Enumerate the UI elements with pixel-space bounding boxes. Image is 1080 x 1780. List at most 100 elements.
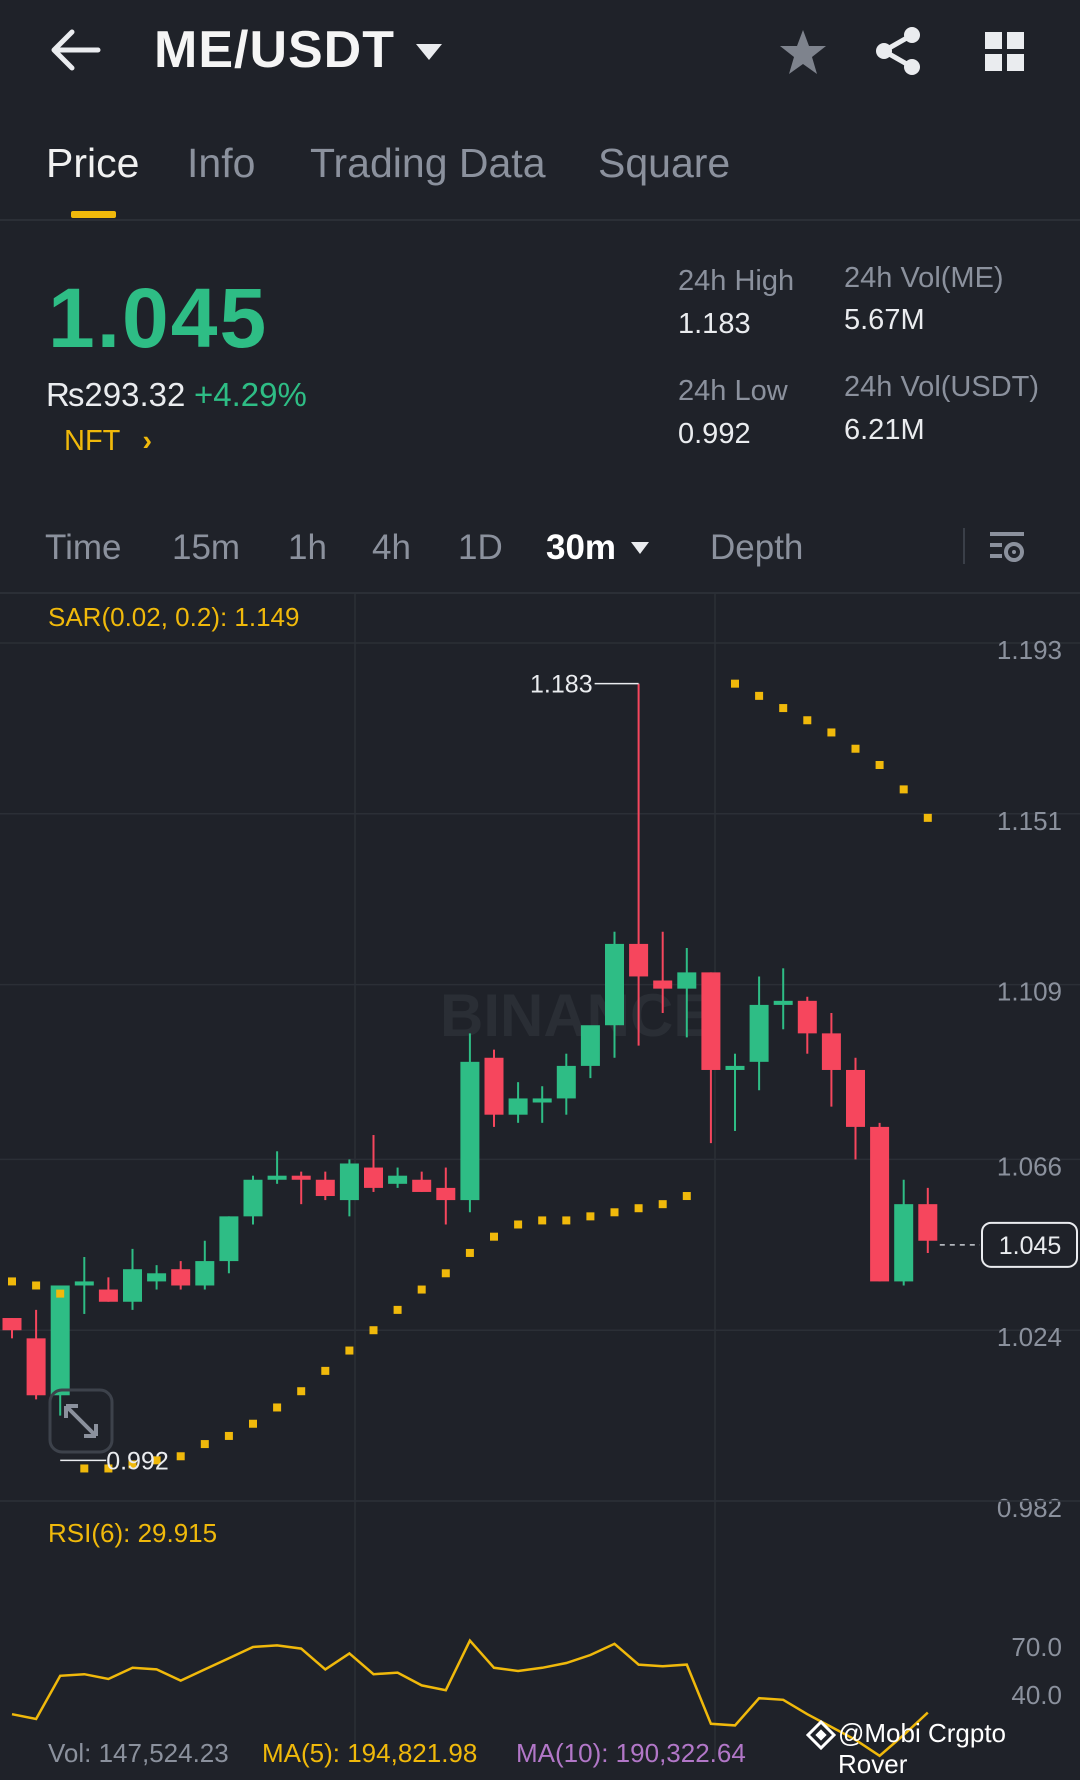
settings-separator xyxy=(963,528,965,564)
candle-body xyxy=(195,1261,215,1286)
pair-title[interactable]: ME/USDT xyxy=(154,21,395,79)
candle-body xyxy=(243,1179,263,1217)
candle-body xyxy=(797,1000,817,1034)
vol-me-label: 24h Vol(ME) xyxy=(844,262,1004,294)
sar-dot xyxy=(803,716,812,725)
candle-body xyxy=(460,1061,480,1201)
candle-body xyxy=(918,1204,938,1241)
chevron-right-icon: › xyxy=(142,425,153,457)
candle-body xyxy=(74,1281,94,1286)
sar-dot xyxy=(249,1419,257,1428)
nft-tag[interactable]: NFT › xyxy=(64,425,152,458)
low-label: 24h Low xyxy=(678,375,788,407)
sar-dot xyxy=(899,785,908,794)
candle-body xyxy=(98,1289,118,1302)
interval-depth[interactable]: Depth xyxy=(710,528,804,567)
interval-1d[interactable]: 1D xyxy=(458,528,503,567)
sar-dot xyxy=(8,1277,16,1286)
caret-down-icon[interactable] xyxy=(414,42,444,62)
sar-dot xyxy=(923,813,932,822)
sar-dot xyxy=(634,1204,643,1213)
tabs-divider xyxy=(0,219,1080,221)
high-label: 24h High xyxy=(678,265,795,297)
share-icon[interactable] xyxy=(874,26,924,76)
sar-dot xyxy=(441,1269,450,1278)
ma10-label: MA(10): 190,322.64 xyxy=(516,1738,746,1768)
y-tick-label: 1.109 xyxy=(997,977,1062,1007)
vol-usdt-value: 6.21M xyxy=(844,414,925,446)
sar-dot xyxy=(224,1431,233,1440)
price-change: +4.29% xyxy=(194,376,307,413)
candle-body xyxy=(580,1025,600,1066)
sar-dot xyxy=(538,1216,547,1225)
candle-body xyxy=(291,1175,311,1180)
interval-caret-icon xyxy=(631,542,649,554)
candle-body xyxy=(532,1098,552,1103)
expand-icon[interactable] xyxy=(48,1388,114,1454)
candle-body xyxy=(701,972,721,1070)
chart-settings-icon[interactable] xyxy=(988,528,1028,568)
current-price-tag xyxy=(981,1221,1078,1268)
interval-1h[interactable]: 1h xyxy=(288,528,327,567)
binance-watermark: BINANCE xyxy=(440,982,713,1049)
sar-dot xyxy=(610,1208,619,1217)
y-tick-label: 1.024 xyxy=(997,1322,1062,1352)
grid-icon[interactable] xyxy=(983,30,1027,74)
candle-body xyxy=(364,1167,383,1188)
interval-30m[interactable]: 30m xyxy=(546,528,617,567)
sar-dot xyxy=(514,1220,523,1229)
candle-body xyxy=(773,1000,793,1005)
sar-dot xyxy=(56,1289,65,1298)
interval-divider xyxy=(0,592,1080,594)
rsi-tick-label: 70.0 xyxy=(1011,1632,1062,1662)
candle-body xyxy=(629,943,649,977)
candle-body xyxy=(484,1057,504,1115)
candle-body xyxy=(412,1179,432,1192)
high-annotation: 1.183 xyxy=(530,671,593,699)
candlestick-chart[interactable]: 1.193 1.151 1.109 1.066 1.024 0.982 BINANCE 1.1… xyxy=(0,594,1080,1759)
sar-indicator-label: SAR(0.02, 0.2): 1.149 xyxy=(48,602,300,632)
candle-body xyxy=(2,1318,22,1331)
sar-dot xyxy=(658,1200,667,1209)
tab-price[interactable]: Price xyxy=(46,140,140,186)
candle-body xyxy=(315,1179,335,1197)
tab-active-indicator xyxy=(71,211,116,218)
y-tick-label: 0.982 xyxy=(997,1493,1062,1523)
candle-body xyxy=(821,1033,841,1070)
sar-dot xyxy=(562,1216,571,1225)
vol-label: Vol: 147,524.23 xyxy=(48,1738,229,1768)
sar-dot xyxy=(875,760,884,769)
star-icon[interactable] xyxy=(778,28,828,76)
sar-dot xyxy=(200,1440,209,1449)
sar-dot xyxy=(586,1212,595,1221)
sar-dot xyxy=(345,1346,354,1355)
sar-dot xyxy=(128,1460,137,1469)
candle-body xyxy=(508,1098,528,1115)
sar-dot xyxy=(104,1464,113,1473)
candle-body xyxy=(436,1187,456,1201)
tab-info[interactable]: Info xyxy=(187,140,256,186)
sar-dot xyxy=(297,1387,306,1396)
sar-dot xyxy=(321,1366,330,1375)
sar-dot xyxy=(851,744,860,753)
sar-dot xyxy=(465,1248,474,1257)
interval-4h[interactable]: 4h xyxy=(372,528,411,567)
y-tick-label: 1.151 xyxy=(997,806,1062,836)
back-arrow-icon[interactable] xyxy=(50,28,102,72)
watermark: @Mobi Crgpto Rover xyxy=(838,1718,1007,1779)
candle-body xyxy=(556,1065,576,1099)
sar-dot xyxy=(417,1285,426,1294)
interval-15m[interactable]: 15m xyxy=(172,528,241,567)
price-inr: ₨293.32 xyxy=(46,376,186,413)
nft-tag-label: NFT xyxy=(64,425,121,457)
candle-body xyxy=(749,1004,769,1062)
tab-square[interactable]: Square xyxy=(598,140,731,186)
sar-dot xyxy=(393,1305,402,1314)
candle-body xyxy=(388,1175,408,1184)
sar-dot xyxy=(755,691,764,700)
sar-dot xyxy=(80,1464,89,1473)
interval-time[interactable]: Time xyxy=(45,528,122,567)
tab-trading-data[interactable]: Trading Data xyxy=(310,140,546,186)
y-tick-label: 1.193 xyxy=(997,635,1062,665)
candle-body xyxy=(50,1285,70,1396)
